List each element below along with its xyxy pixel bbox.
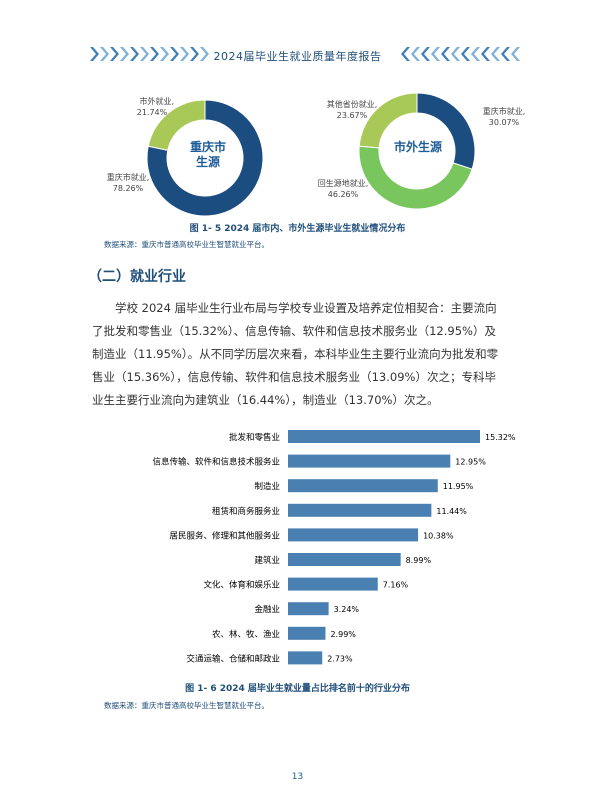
donut-slice-outside-employment (147, 99, 206, 151)
donut-slice-other-province-employment (358, 92, 418, 149)
chevron-mark (150, 47, 159, 61)
bar-category-label: 居民服务、修理和其他服务业 (169, 530, 280, 541)
left-chevron-decoration (90, 47, 209, 61)
bar (288, 430, 480, 443)
donut-chart-outside-source (358, 92, 476, 210)
bar-category-label: 批发和零售业 (229, 432, 280, 443)
donut-right-label-chongqing: 重庆市就业, 30.07% (482, 107, 526, 127)
chevron-mark (461, 47, 470, 61)
bar-category-label: 农、林、牧、渔业 (212, 629, 280, 640)
bar-value-label: 7.16% (383, 581, 409, 590)
bar (288, 651, 323, 665)
chevron-mark (491, 47, 500, 61)
chevron-mark (511, 47, 520, 61)
chevron-mark (481, 47, 490, 61)
chevron-mark (170, 47, 179, 61)
donut-slice-chongqing-employment (416, 92, 476, 170)
chevron-mark (160, 47, 169, 61)
donut-right-center-label: 市外生源 (393, 140, 442, 154)
bar-value-label: 12.95% (455, 458, 486, 467)
donut-chart-chongqing-source (146, 99, 264, 217)
bar-category-label: 信息传输、软件和信息技术服务业 (152, 457, 280, 468)
bar-value-label: 3.24% (334, 605, 360, 614)
chevron-mark (110, 47, 119, 61)
donut-slice-home-region-employment (358, 145, 473, 210)
bar-category-label: 文化、体育和娱乐业 (203, 580, 280, 591)
right-chevron-decoration (401, 47, 520, 61)
bar-value-label: 2.73% (327, 654, 353, 663)
bar (288, 553, 401, 566)
chevron-mark (421, 47, 430, 61)
bar (288, 454, 451, 468)
bar (288, 602, 329, 616)
bar-value-label: 8.99% (406, 556, 432, 565)
chevron-mark (501, 47, 510, 61)
bar-value-label: 11.95% (443, 482, 474, 491)
figure-1-5-source: 数据来源：重庆市普通高校毕业生智慧就业平台。 (104, 240, 269, 249)
bar (288, 626, 326, 640)
page-number: 13 (291, 772, 304, 782)
chevron-mark (190, 47, 199, 61)
chevron-mark (120, 47, 129, 61)
bar-category-label: 金融业 (254, 604, 280, 615)
chevron-mark (130, 47, 139, 61)
industry-bar-chart: 批发和零售业 15.32% 信息传输、软件和信息技术服务业 12.95% 制造业 11.9… (152, 430, 516, 665)
bar (288, 577, 378, 591)
chevron-mark (180, 47, 189, 61)
bar-value-label: 2.99% (330, 630, 356, 639)
bar-category-label: 租赁和商务服务业 (212, 506, 280, 517)
bar-value-label: 15.32% (485, 433, 516, 442)
bar-value-label: 11.44% (436, 507, 467, 516)
donut-right-label-other: 其他省份就业, 23.67% (326, 100, 378, 120)
chevron-mark (411, 47, 420, 61)
donut-left-center-label: 重庆市 生源 (189, 140, 226, 169)
section-title: （二）就业行业 (88, 269, 186, 285)
donut-right-label-home: 回生源地就业, 46.26% (317, 179, 369, 199)
chevron-mark (451, 47, 460, 61)
donut-left-label-chongqing: 重庆市就业, 78.26% (106, 173, 150, 193)
bar-category-label: 交通运输、仓储和邮政业 (186, 653, 280, 664)
figure-1-6-caption: 图 1- 6 2024 届毕业生就业量占比排名前十的行业分布 (185, 684, 410, 694)
chevron-mark (471, 47, 480, 61)
donut-slice-chongqing-employment (146, 99, 264, 217)
chevron-mark (90, 47, 99, 61)
bar (288, 503, 432, 517)
chevron-mark (431, 47, 440, 61)
bar (288, 479, 438, 493)
bar-value-label: 10.38% (423, 531, 454, 540)
figure-1-6-source: 数据来源：重庆市普通高校毕业生智慧就业平台。 (104, 701, 269, 710)
chevron-mark (140, 47, 149, 61)
chevron-mark (401, 47, 410, 61)
chevron-mark (200, 47, 209, 61)
chevron-mark (441, 47, 450, 61)
body-paragraph: 学校 2024 届毕业生行业布局与学校专业设置及培养定位相契合：主要流向了批发和… (92, 297, 504, 412)
report-header-title: 2024届毕业生就业质量年度报告 (213, 50, 382, 63)
chevron-mark (100, 47, 109, 61)
bar-category-label: 制造业 (254, 481, 280, 492)
figure-1-5-caption: 图 1- 5 2024 届市内、市外生源毕业生就业情况分布 (189, 224, 406, 234)
donut-left-label-outside: 市外就业, 21.74% (136, 97, 174, 117)
bar (288, 528, 419, 542)
bar-category-label: 建筑业 (254, 555, 280, 566)
paragraph-text: 学校 2024 届毕业生行业布局与学校专业设置及培养定位相契合：主要流向了批发和… (92, 301, 499, 407)
